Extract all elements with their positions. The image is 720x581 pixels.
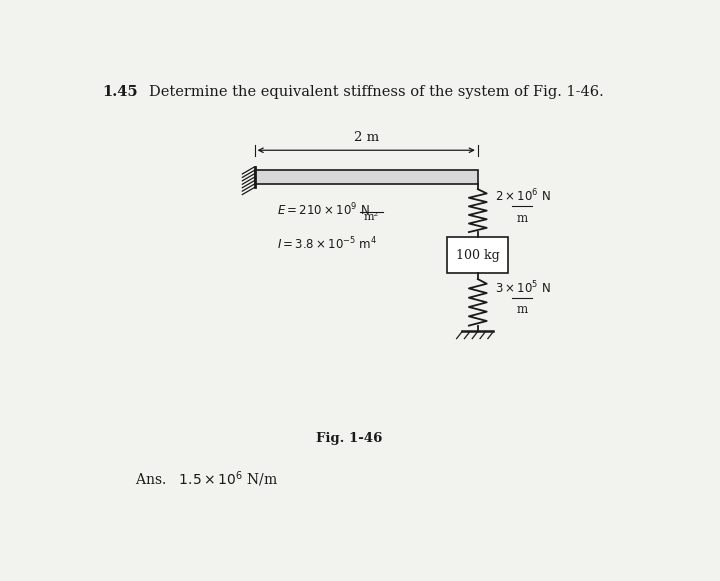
Text: m: m xyxy=(517,211,528,224)
Text: 1.45: 1.45 xyxy=(102,85,138,99)
Text: 2 m: 2 m xyxy=(354,131,379,144)
Text: $E = 210 \times 10^9\ \mathsf{N}$: $E = 210 \times 10^9\ \mathsf{N}$ xyxy=(277,202,369,218)
Text: Fig. 1-46: Fig. 1-46 xyxy=(316,432,382,445)
Text: m: m xyxy=(517,303,528,316)
Bar xyxy=(255,170,478,184)
Bar xyxy=(447,238,508,273)
Text: Ans.   $1.5 \times 10^6$ N/m: Ans. $1.5 \times 10^6$ N/m xyxy=(135,469,278,489)
Text: Determine the equivalent stiffness of the system of Fig. 1-46.: Determine the equivalent stiffness of th… xyxy=(148,85,603,99)
Text: $2 \times 10^6\ \mathsf{N}$: $2 \times 10^6\ \mathsf{N}$ xyxy=(495,188,551,205)
Text: $3 \times 10^5\ \mathsf{N}$: $3 \times 10^5\ \mathsf{N}$ xyxy=(495,279,551,296)
Text: 100 kg: 100 kg xyxy=(456,249,500,262)
Text: m²: m² xyxy=(364,213,379,223)
Text: $I = 3.8 \times 10^{-5}\ \mathsf{m}^4$: $I = 3.8 \times 10^{-5}\ \mathsf{m}^4$ xyxy=(277,235,377,252)
